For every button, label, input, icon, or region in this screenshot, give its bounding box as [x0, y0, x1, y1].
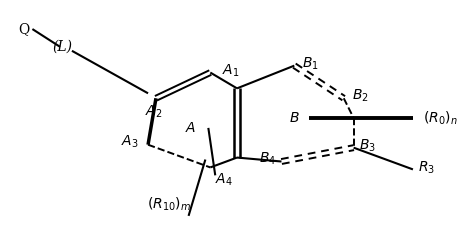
- Text: $\mathit{A}_2$: $\mathit{A}_2$: [145, 103, 163, 120]
- Text: $\mathit{B}_3$: $\mathit{B}_3$: [358, 137, 375, 154]
- Text: (L): (L): [52, 40, 72, 54]
- Text: $\mathit{B}_1$: $\mathit{B}_1$: [302, 55, 319, 72]
- Text: $\mathit{A}$: $\mathit{A}$: [185, 121, 196, 135]
- Text: $\mathit{B}_4$: $\mathit{B}_4$: [259, 150, 276, 167]
- Text: $\mathit{B}_2$: $\mathit{B}_2$: [352, 88, 368, 104]
- Text: $\mathit{A}_1$: $\mathit{A}_1$: [222, 62, 240, 79]
- Text: $\mathit{(R_0)_n}$: $\mathit{(R_0)_n}$: [423, 109, 457, 127]
- Text: $\mathit{A}_4$: $\mathit{A}_4$: [215, 171, 233, 188]
- Text: $\mathit{B}$: $\mathit{B}$: [289, 111, 300, 125]
- Text: $\mathit{R}_3$: $\mathit{R}_3$: [418, 159, 435, 176]
- Text: Q: Q: [18, 22, 30, 36]
- Text: $\mathit{(R}_{10}\mathit{)}_m$: $\mathit{(R}_{10}\mathit{)}_m$: [147, 195, 191, 213]
- Text: $\mathit{A}_3$: $\mathit{A}_3$: [120, 134, 138, 150]
